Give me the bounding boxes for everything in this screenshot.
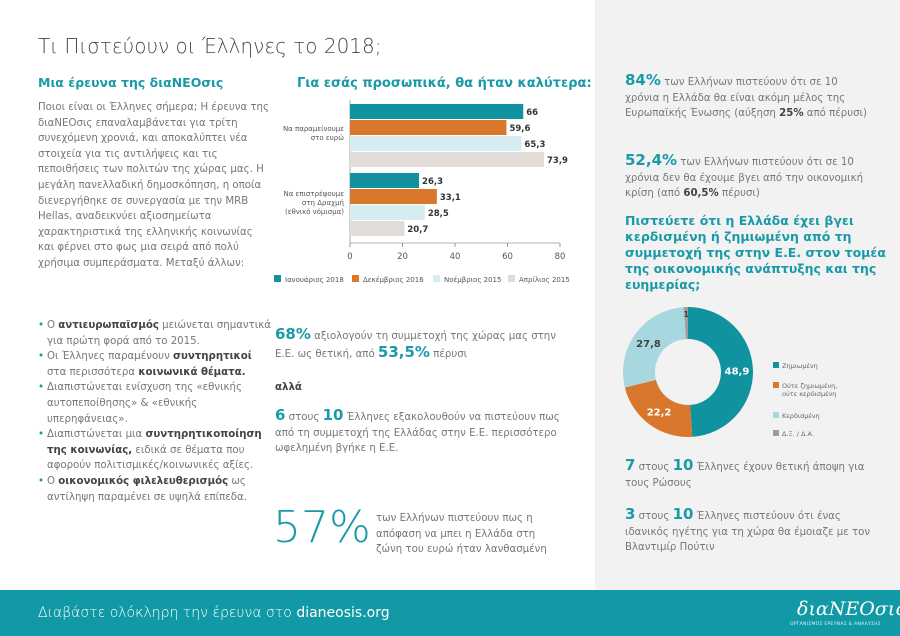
bar	[350, 120, 507, 135]
legend-swatch	[274, 275, 281, 282]
legend-label: Νοέμβριος 2015	[444, 276, 501, 284]
x-tick-label: 0	[347, 252, 352, 262]
dianeosis-link[interactable]: dianeosis.org	[296, 605, 390, 621]
stat-number: 68%	[275, 325, 311, 343]
dianeosis-logo: διαΝΕΟσις	[797, 598, 900, 620]
stat-3: 3 στους 10 Έλληνες πιστεύουν ότι ένας ιδ…	[625, 505, 871, 554]
donut-slice	[683, 307, 688, 340]
bar-value-label: 28,5	[428, 209, 449, 219]
category-label: Να παραμείνουμε στο ευρώ	[283, 125, 344, 142]
x-tick-label: 20	[397, 252, 408, 262]
finding-item: Διαπιστώνεται ενίσχυση της «εθνικής αυτο…	[38, 380, 273, 427]
legend-swatch	[773, 362, 779, 368]
x-tick-label: 60	[502, 252, 513, 262]
legend-label: Δ.Ξ. / Δ.Α.	[782, 430, 814, 438]
legend-label: Δεκέμβριος 2016	[363, 276, 424, 284]
finding-item: Ο αντιευρωπαϊσμός μειώνεται σημαντικά γι…	[38, 318, 273, 349]
bar-value-label: 73,9	[547, 156, 568, 166]
bar-value-label: 26,3	[422, 177, 443, 187]
legend-label: Ιανουάριος 2018	[285, 276, 344, 284]
bar-chart: 0 20 40 60 80 Να παραμείνουμε στο ευρώ 66 59,6 65…	[274, 100, 570, 284]
bar-value-label: 33,1	[440, 193, 461, 203]
legend-swatch	[773, 412, 779, 418]
bar	[350, 152, 544, 167]
left-heading: Μια έρευνα της διαΝΕΟσις	[38, 75, 224, 90]
right-panel	[595, 0, 900, 590]
bar	[350, 189, 437, 204]
slice-label: 1	[683, 310, 689, 319]
bar-value-label: 65,3	[524, 140, 545, 150]
legend-swatch	[508, 275, 515, 282]
legend-swatch	[773, 430, 779, 436]
bar-value-label: 20,7	[407, 225, 428, 235]
footer-text: Διαβάστε ολόκληρη την έρευνα στο dianeos…	[38, 605, 390, 621]
category-label: Να επιστρέψουμε στη Δραχμή (εθνικό νόμισμα…	[283, 190, 344, 216]
page-title: Τι Πιστεύουν οι Έλληνες το 2018;	[38, 34, 382, 58]
finding-item: Διαπιστώνεται μια συντηρητικοποίηση της …	[38, 427, 273, 474]
x-tick-label: 80	[555, 252, 566, 262]
donut-slice	[624, 379, 693, 437]
donut-slice	[688, 307, 753, 437]
bar	[350, 104, 524, 119]
bar-value-label: 66	[526, 108, 538, 118]
legend-label: Ούτε ζημιωμένη, ούτε κερδισμένη	[782, 382, 837, 398]
stat-84: 84% των Ελλήνων πιστεύουν ότι σε 10 χρόν…	[625, 71, 867, 120]
intro-text: Ποιοι είναι οι Έλληνες σήμερα; Η έρευνα …	[38, 102, 269, 269]
pie-question: Πιστεύετε ότι η Ελλάδα έχει βγει κερδισμ…	[625, 213, 886, 292]
legend-swatch	[773, 382, 779, 388]
stat-68: 68% αξιολογούν τη συμμετοχή της χώρας μα…	[275, 325, 556, 361]
stat-6: 6 στους 10 Έλληνες εξακολουθούν να πιστε…	[275, 406, 560, 455]
logo-tagline: ΟΡΓΑΝΙΣΜΟΣ ΕΡΕΥΝΑΣ & ΑΝΑΛΥΣΗΣ	[790, 622, 882, 627]
findings-list: Ο αντιευρωπαϊσμός μειώνεται σημαντικά γι…	[38, 318, 273, 505]
x-tick-label: 40	[450, 252, 461, 262]
legend-label: Ζημιωμένη	[782, 362, 818, 370]
bar	[350, 205, 425, 220]
legend-label: Απρίλιος 2015	[519, 276, 570, 284]
legend-swatch	[352, 275, 359, 282]
donut-chart: 48,9 Ζημιωμένη 22,2 Ούτε ζημιωμένη, ούτε κερ…	[623, 307, 837, 438]
bar	[350, 221, 405, 236]
slice-label: 22,2	[647, 408, 672, 419]
chart-title: Για εσάς προσωπικά, θα ήταν καλύτερα:	[297, 76, 592, 91]
stat-7: 7 στους 10 Έλληνες έχουν θετική άποψη γι…	[625, 456, 865, 489]
but-text: αλλά	[275, 382, 302, 393]
bar-value-label: 59,6	[509, 124, 530, 134]
legend-swatch	[433, 275, 440, 282]
bar	[350, 136, 522, 151]
stat-57-number: 57%	[273, 502, 371, 553]
stat-57-text: των Ελλήνων πιστεύουν πως η απόφαση να μ…	[376, 513, 547, 556]
stat-52: 52,4% των Ελλήνων πιστεύουν ότι σε 10 χρ…	[625, 151, 864, 200]
finding-item: Ο οικονομικός φιλελευθερισμός ως αντίληψ…	[38, 474, 273, 505]
slice-label: 27,8	[636, 339, 661, 350]
bar	[350, 173, 420, 188]
footer: Διαβάστε ολόκληρη την έρευνα στο dianeos…	[0, 590, 900, 636]
donut-slice	[623, 307, 686, 388]
slice-label: 48,9	[725, 366, 750, 377]
finding-item: Οι Έλληνες παραμένουν συντηρητικοί στα π…	[38, 349, 273, 380]
legend-label: Κερδισμένη	[782, 412, 820, 420]
